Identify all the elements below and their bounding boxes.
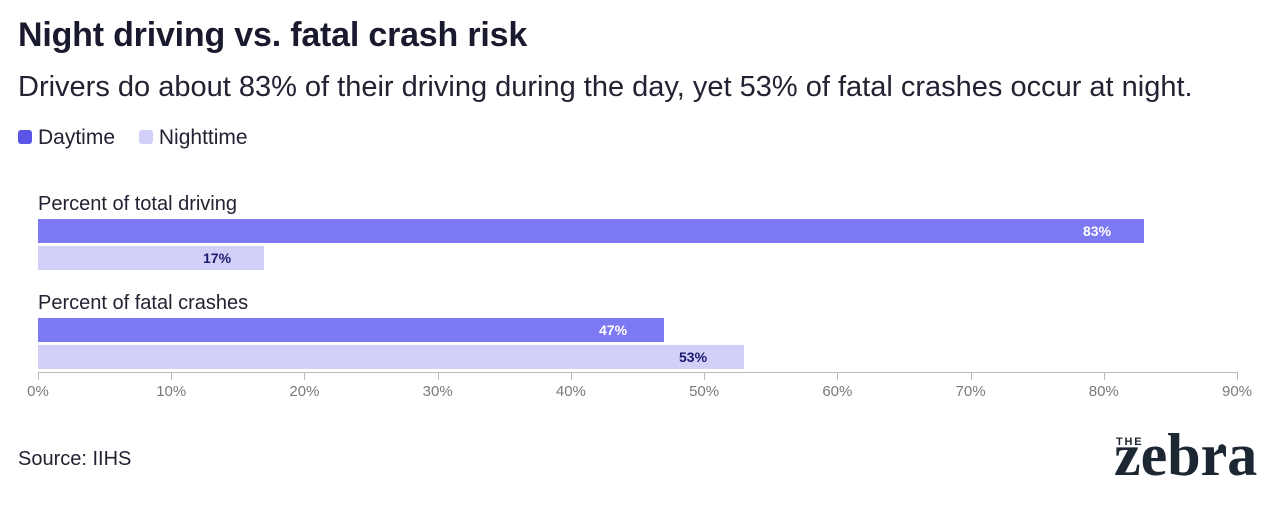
svg-text:zebra: zebra	[1114, 422, 1257, 488]
